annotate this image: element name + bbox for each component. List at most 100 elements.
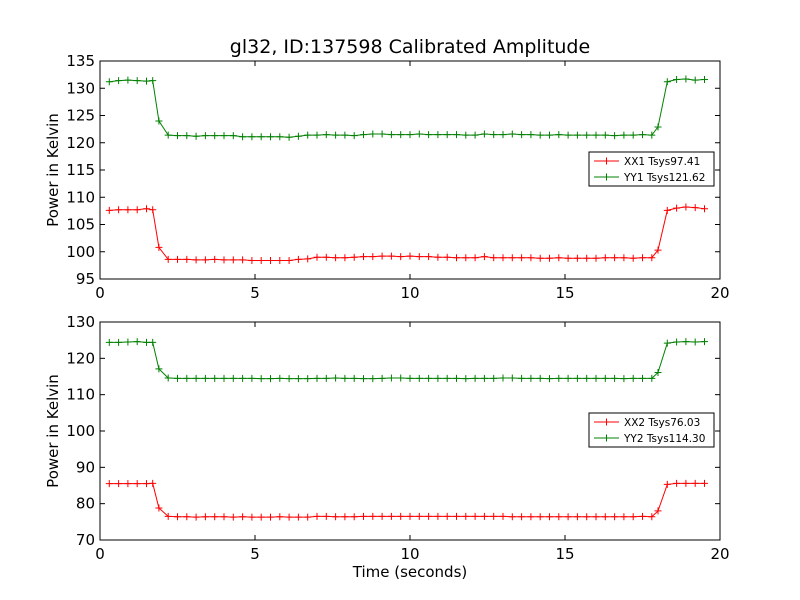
legend: XX2 Tsys76.03 YY2 Tsys114.30	[588, 412, 715, 448]
data-point	[387, 374, 395, 382]
y-tick-label: 110	[66, 386, 95, 404]
data-point	[629, 254, 637, 262]
data-point	[508, 513, 516, 521]
data-point	[443, 131, 451, 139]
data-point	[248, 256, 256, 264]
data-point	[133, 77, 141, 85]
data-point	[480, 253, 488, 261]
data-point	[555, 513, 563, 521]
data-point	[276, 256, 284, 264]
data-point	[124, 76, 132, 84]
data-point	[527, 131, 535, 139]
data-point	[257, 375, 265, 383]
y-axis-label: Power in Kelvin	[44, 113, 62, 227]
data-point	[518, 131, 526, 139]
data-point	[360, 131, 367, 139]
x-tick-label: 0	[95, 545, 105, 563]
data-point	[239, 374, 247, 382]
data-point	[341, 131, 349, 139]
data-point	[654, 123, 662, 131]
x-tick-label: 20	[710, 545, 729, 563]
data-point	[378, 374, 386, 382]
data-point	[304, 375, 312, 383]
data-point	[620, 131, 628, 139]
data-point	[499, 512, 507, 520]
data-point	[322, 131, 330, 139]
chart-title: gl32, ID:137598 Calibrated Amplitude	[230, 36, 590, 58]
data-point	[629, 374, 637, 382]
data-point	[434, 374, 442, 382]
plot-1: 0 5 10 15 20 95 100 105 110 115 120 125 130 135 Power …	[44, 52, 730, 302]
data-point	[192, 256, 200, 264]
y-axis-label: Power in Kelvin	[44, 374, 62, 488]
data-point	[453, 512, 460, 520]
data-point	[174, 513, 181, 521]
data-point	[229, 256, 237, 264]
data-point	[369, 253, 377, 261]
data-point	[397, 374, 405, 382]
data-point	[174, 255, 181, 263]
data-point	[294, 513, 302, 521]
data-point	[691, 479, 699, 487]
data-point	[701, 479, 708, 487]
data-point	[508, 254, 516, 262]
data-point	[462, 512, 470, 520]
data-point	[267, 256, 274, 264]
data-point	[350, 374, 358, 382]
x-tick-label: 15	[555, 284, 574, 302]
data-point	[257, 513, 265, 521]
data-point	[490, 374, 498, 382]
data-point	[322, 253, 330, 261]
data-point	[369, 512, 377, 520]
data-point	[425, 131, 433, 139]
data-point	[220, 132, 228, 140]
y-tick-label: 70	[76, 531, 95, 549]
data-point	[518, 374, 526, 382]
data-point	[378, 130, 386, 138]
data-point	[211, 513, 219, 521]
data-point	[220, 256, 228, 264]
data-point	[350, 253, 358, 261]
data-point	[480, 130, 488, 138]
data-point	[360, 375, 367, 383]
data-point	[164, 255, 172, 263]
data-point	[397, 512, 405, 520]
data-point	[378, 252, 386, 260]
data-point	[462, 375, 470, 383]
data-point	[211, 374, 219, 382]
data-point	[663, 206, 671, 214]
data-point	[248, 133, 256, 141]
data-point	[620, 254, 628, 262]
data-point	[248, 513, 256, 521]
data-point	[155, 504, 163, 512]
data-point	[508, 130, 516, 138]
data-point	[564, 131, 572, 139]
data-point	[691, 338, 699, 346]
data-point	[415, 253, 423, 261]
data-point	[673, 479, 681, 487]
data-point	[267, 133, 274, 141]
data-point	[573, 374, 581, 382]
data-point	[105, 338, 113, 346]
data-point	[611, 254, 619, 262]
data-point	[462, 254, 470, 262]
data-point	[583, 513, 591, 521]
data-point	[143, 205, 150, 213]
data-point	[257, 256, 265, 264]
data-point	[592, 254, 600, 262]
legend-swatch-marker	[603, 157, 610, 165]
data-point	[304, 131, 312, 139]
data-point	[304, 513, 312, 521]
data-point	[527, 254, 535, 262]
data-point	[611, 132, 619, 140]
data-point	[648, 374, 656, 382]
legend-swatch-marker	[603, 418, 610, 426]
data-point	[663, 339, 671, 347]
data-point	[369, 375, 377, 383]
data-point	[220, 374, 228, 382]
data-point	[611, 374, 619, 382]
data-point	[663, 78, 671, 86]
data-point	[143, 480, 150, 488]
data-point	[164, 512, 172, 520]
y-tick-label: 105	[66, 216, 95, 234]
